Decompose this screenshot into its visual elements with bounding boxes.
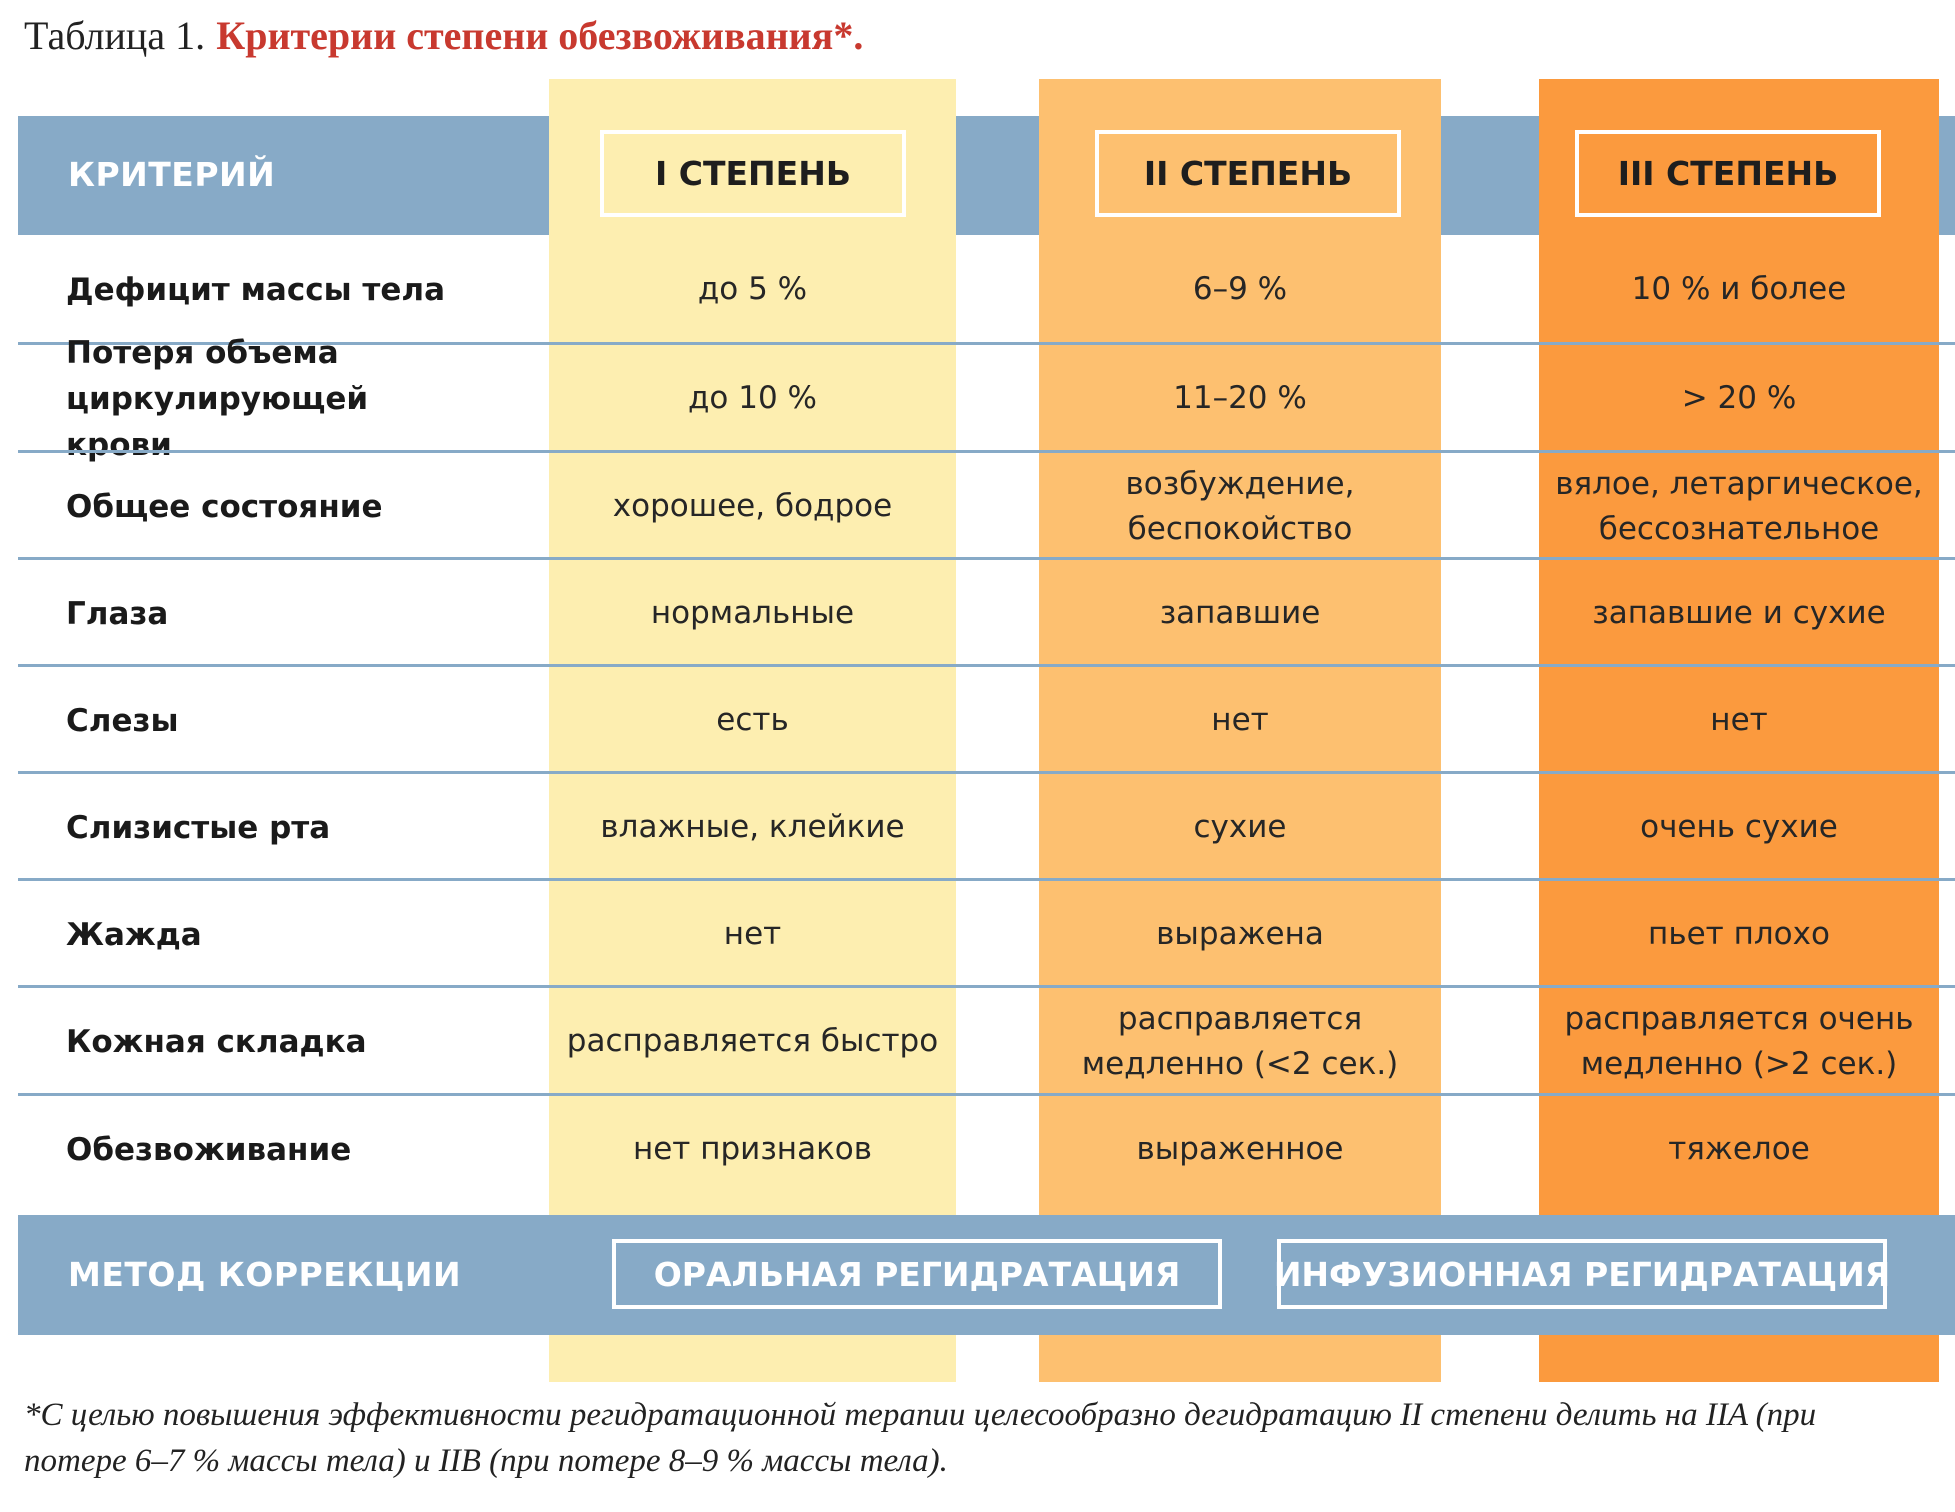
- criterion-label: Слезы: [66, 702, 179, 739]
- degree-3-header: III СТЕПЕНЬ: [1575, 130, 1881, 217]
- degree-2-value: 11–20 %: [1173, 380, 1307, 416]
- degree-2-column: [1039, 79, 1441, 1382]
- table-row: Дефицит массы тела до 5 % 6–9 % 10 % и б…: [18, 236, 1955, 343]
- criterion-label: Глаза: [66, 595, 169, 632]
- degree-3-value: вялое, летаргическое, бессознательное: [1555, 465, 1923, 547]
- method-band: [18, 1215, 1955, 1335]
- table-row: Обезвоживание нет признаков выраженное т…: [18, 1096, 1955, 1203]
- criterion-label: Потеря объема циркулирующей крови: [66, 334, 369, 463]
- degree-2-value: сухие: [1193, 809, 1287, 845]
- degree-1-value: есть: [716, 702, 789, 738]
- degree-1-value: расправляется быстро: [566, 1023, 939, 1059]
- table-row: Глаза нормальные запавшие запавшие и сух…: [18, 560, 1955, 667]
- row-divider: [18, 878, 1955, 881]
- degree-1-value: хорошее, бодрое: [612, 488, 893, 524]
- table-heading: Критерии степени обезвоживания*.: [216, 13, 864, 58]
- criterion-header: КРИТЕРИЙ: [68, 155, 276, 194]
- degree-2-value: расправляется медленно (<2 сек.): [1081, 1000, 1399, 1082]
- method-label: МЕТОД КОРРЕКЦИИ: [68, 1255, 462, 1294]
- row-divider: [18, 450, 1955, 453]
- degree-3-value: пьет плохо: [1648, 916, 1830, 952]
- degree-3-value: расправляется очень медленно (>2 сек.): [1564, 1000, 1914, 1082]
- table-row: Слизистые рта влажные, клейкие сухие оче…: [18, 774, 1955, 881]
- footnote: *С целью повышения эффективности регидра…: [24, 1397, 1817, 1479]
- infusion-rehydration-box: ИНФУЗИОННАЯ РЕГИДРАТАЦИЯ: [1274, 1239, 1890, 1309]
- table-row: Слезы есть нет нет: [18, 667, 1955, 774]
- table-row: Общее состояние хорошее, бодрое возбужде…: [18, 453, 1955, 560]
- degree-3-value: запавшие и сухие: [1592, 595, 1886, 631]
- degree-3-column: [1539, 79, 1939, 1382]
- degree-2-header: II СТЕПЕНЬ: [1095, 130, 1401, 217]
- degree-2-value: запавшие: [1159, 595, 1321, 631]
- criterion-label: Слизистые рта: [66, 809, 331, 846]
- table-row: Жажда нет выражена пьет плохо: [18, 881, 1955, 988]
- table-number: Таблица 1.: [24, 13, 206, 58]
- criterion-label: Кожная складка: [66, 1023, 367, 1060]
- degree-1-value: нормальные: [650, 595, 855, 631]
- criterion-label: Обезвоживание: [66, 1131, 352, 1168]
- header-band-right: [1939, 116, 1955, 235]
- degree-3-value: 10 % и более: [1631, 271, 1847, 307]
- degree-1-value: нет: [723, 916, 782, 952]
- table-row: Потеря объема циркулирующей крови до 10 …: [18, 334, 1955, 463]
- criterion-label: Жажда: [66, 916, 202, 953]
- criterion-label: Общее состояние: [66, 488, 383, 525]
- oral-rehydration-box: ОРАЛЬНАЯ РЕГИДРАТАЦИЯ: [612, 1239, 1222, 1309]
- degree-2-value: выражена: [1156, 916, 1324, 952]
- degree-2-value: возбуждение, беспокойство: [1125, 465, 1355, 547]
- degree-2-value: 6–9 %: [1192, 271, 1288, 307]
- header-band: [18, 116, 549, 235]
- criterion-label: Дефицит массы тела: [66, 271, 446, 308]
- degree-1-column: [549, 79, 956, 1382]
- degree-1-value: влажные, клейкие: [600, 809, 905, 845]
- row-divider: [18, 1093, 1955, 1096]
- row-divider: [18, 342, 1955, 345]
- degree-3-value: очень сухие: [1640, 809, 1838, 845]
- degree-1-value: до 5 %: [697, 271, 808, 307]
- header-band-gap-1: [956, 116, 1039, 235]
- row-divider: [18, 664, 1955, 667]
- table-title: Таблица 1. Критерии степени обезвоживани…: [24, 12, 863, 59]
- degree-2-value: нет: [1211, 702, 1269, 738]
- row-divider: [18, 557, 1955, 560]
- degree-1-header: I СТЕПЕНЬ: [600, 130, 906, 217]
- degree-3-value: > 20 %: [1681, 380, 1797, 416]
- degree-3-value: нет: [1710, 702, 1768, 738]
- header-band-gap-2: [1441, 116, 1539, 235]
- row-divider: [18, 985, 1955, 988]
- table-row: Кожная складка расправляется быстро расп…: [18, 988, 1955, 1095]
- degree-1-value: нет признаков: [632, 1131, 873, 1167]
- degree-3-value: тяжелое: [1668, 1131, 1810, 1167]
- row-divider: [18, 771, 1955, 774]
- degree-2-value: выраженное: [1136, 1131, 1344, 1167]
- degree-1-value: до 10 %: [687, 380, 817, 416]
